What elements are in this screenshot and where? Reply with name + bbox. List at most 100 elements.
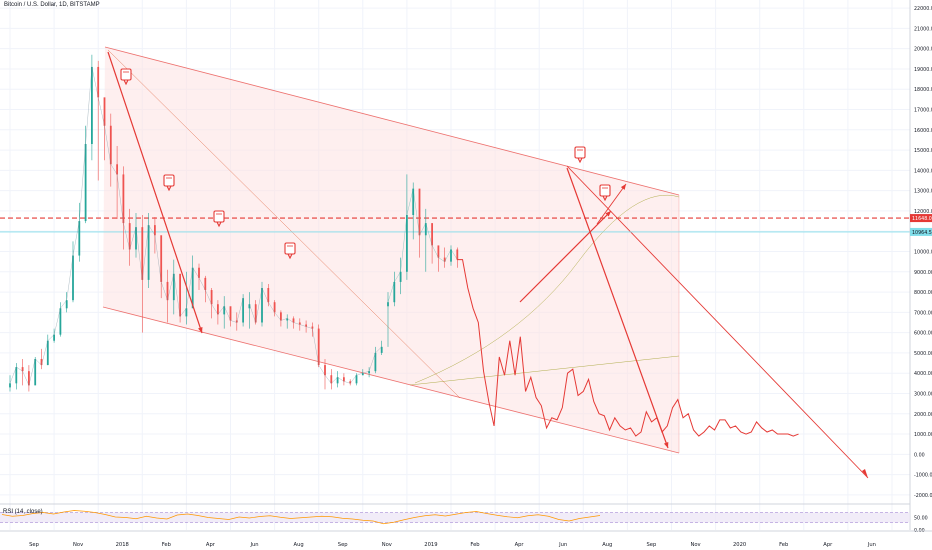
candle-body xyxy=(330,375,333,384)
channel-top-line xyxy=(104,46,680,196)
rsi-band xyxy=(0,512,910,523)
guide-line-flat xyxy=(409,355,680,386)
x-tick-label: Apr xyxy=(823,542,833,548)
candle-body xyxy=(254,304,257,323)
candle-body xyxy=(393,281,396,303)
y-tick-label: 10000.00 xyxy=(914,250,932,256)
candle-body xyxy=(305,324,307,327)
candle-body xyxy=(210,290,213,305)
x-tick-label: Apr xyxy=(515,542,525,548)
candle-body xyxy=(406,214,408,272)
y-tick-label: -1000.00 xyxy=(914,473,932,479)
candle-body xyxy=(399,271,402,282)
thumbs-down-tip xyxy=(123,79,129,86)
candle-body xyxy=(97,66,100,98)
y-tick-label: -2000.00 xyxy=(914,493,932,499)
thumbs-down-icon xyxy=(284,242,296,260)
candle-body xyxy=(135,227,137,250)
candle-body xyxy=(380,346,383,353)
price-trace xyxy=(249,287,382,384)
arrow-down-2019 xyxy=(566,167,669,449)
x-tick-label: Nov xyxy=(690,542,700,548)
y-tick-label: 14000.00 xyxy=(914,168,932,174)
candle-body xyxy=(154,225,156,236)
x-tick-label: Jun xyxy=(558,542,567,548)
candle-body xyxy=(248,304,251,309)
arrow-down-2019-head xyxy=(663,442,669,448)
candle-body xyxy=(412,188,415,215)
thumbs-down-body xyxy=(120,68,132,81)
x-tick-label: Nov xyxy=(73,542,83,548)
candle-body xyxy=(28,371,30,386)
candle-body xyxy=(456,249,459,260)
thumbs-down-body xyxy=(574,146,586,159)
channel-bottom-line xyxy=(102,306,680,454)
candle-body xyxy=(109,125,112,165)
thumbs-down-body xyxy=(163,174,175,187)
x-tick-label: 2019 xyxy=(424,542,437,548)
candle-body xyxy=(53,334,55,341)
thumbs-down-body xyxy=(599,184,611,197)
arrow-down-2018 xyxy=(107,51,203,334)
candle-body xyxy=(361,373,364,376)
candle-body xyxy=(128,223,131,250)
y-tick-label: 7000.00 xyxy=(914,310,932,316)
guide-curve xyxy=(414,194,680,384)
price-label-tag xyxy=(910,227,932,236)
candle-body xyxy=(46,340,49,366)
y-tick-label: 16000.00 xyxy=(914,128,932,134)
candle-body xyxy=(286,318,289,321)
candle-body xyxy=(387,302,389,307)
candle-body xyxy=(204,277,207,291)
candle-body xyxy=(261,288,263,323)
candle-body xyxy=(298,322,301,325)
x-tick-label: 2020 xyxy=(733,542,746,548)
candle-body xyxy=(336,377,339,384)
thumbs-down-tip xyxy=(577,157,583,164)
candle-body xyxy=(437,245,440,258)
candle-body xyxy=(65,300,68,309)
rsi-tick-label: 50.00 xyxy=(914,516,928,522)
candle-body xyxy=(311,326,314,329)
candle-body xyxy=(78,221,81,256)
candle-body xyxy=(166,281,169,301)
projection-line xyxy=(457,259,799,437)
y-tick-label: 19000.00 xyxy=(914,67,932,73)
y-tick-label: 1000.00 xyxy=(914,432,932,438)
candle-body xyxy=(72,255,74,301)
price-label-text: 10964.50 xyxy=(912,230,932,236)
candle-body xyxy=(141,227,144,280)
thumbs-down-body xyxy=(213,210,225,223)
candle-body xyxy=(84,144,87,222)
thumbs-down-tip xyxy=(166,185,172,192)
thumbs-down-icon xyxy=(213,210,225,228)
candle-body xyxy=(223,306,226,315)
arrow-up-2019 xyxy=(519,210,612,303)
candle-body xyxy=(160,235,163,282)
y-tick-label: 18000.00 xyxy=(914,87,932,93)
candle-body xyxy=(235,320,238,323)
x-tick-label: Feb xyxy=(779,542,789,548)
x-tick-label: Apr xyxy=(206,542,216,548)
thumbs-down-icon xyxy=(599,184,611,202)
candle-body xyxy=(374,352,377,372)
candle-body xyxy=(418,188,421,236)
candle-body xyxy=(280,312,282,321)
chart-title: Bitcoin / U.S. Dollar, 1D, BITSTAMP xyxy=(4,2,100,8)
candle-body xyxy=(40,358,43,366)
thumbs-down-icon xyxy=(120,68,132,86)
candle-body xyxy=(349,381,352,384)
candle-body xyxy=(343,377,345,382)
y-tick-label: 22000.00 xyxy=(914,6,932,12)
arrow-up-small xyxy=(596,183,627,225)
price-trace xyxy=(387,188,458,303)
candle-body xyxy=(368,371,370,374)
x-tick-label: Feb xyxy=(162,542,172,548)
candle-body xyxy=(116,164,118,175)
arrow-up-2019-head xyxy=(605,211,611,217)
candle-body xyxy=(424,223,427,236)
x-tick-label: Jun xyxy=(867,542,876,548)
x-tick-label: Nov xyxy=(382,542,392,548)
